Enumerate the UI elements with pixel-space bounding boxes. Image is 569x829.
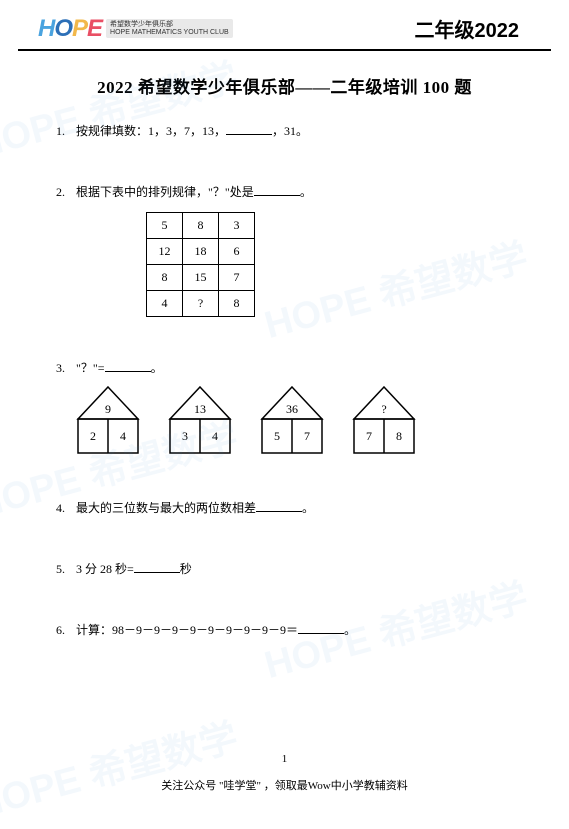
logo-letter: P xyxy=(72,15,87,42)
house-left: 7 xyxy=(366,429,372,443)
question-6: 6. 计算：98－9－9－9－9－9－9－9－9－9＝ 。 xyxy=(56,621,513,640)
question-text: 计算：98－9－9－9－9－9－9－9－9－9＝ xyxy=(76,623,298,637)
question-body: "？"= 。 9 2 4 xyxy=(76,359,513,456)
house-right: 4 xyxy=(212,429,218,443)
fill-blank[interactable] xyxy=(134,561,180,573)
house-1: 9 2 4 xyxy=(76,385,140,457)
question-text: 。 xyxy=(302,501,314,515)
question-text: 按规律填数：1，3，7，13， xyxy=(76,124,226,138)
question-text: "？"= xyxy=(76,361,105,375)
logo-text: HOPE xyxy=(38,15,102,43)
table-cell: 15 xyxy=(183,265,219,291)
table-cell: 4 xyxy=(147,291,183,317)
question-text: 。 xyxy=(344,623,356,637)
fill-blank[interactable] xyxy=(254,184,300,196)
house-right: 8 xyxy=(396,429,402,443)
page-title: 2022 希望数学少年俱乐部——二年级培训 100 题 xyxy=(0,73,569,98)
question-body: 计算：98－9－9－9－9－9－9－9－9－9＝ 。 xyxy=(76,621,513,640)
question-text: 3 分 28 秒= xyxy=(76,562,134,576)
question-5: 5. 3 分 28 秒= 秒 xyxy=(56,560,513,579)
logo-sub-en: HOPE MATHEMATICS YOUTH CLUB xyxy=(110,29,229,36)
table-cell: 5 xyxy=(147,213,183,239)
watermark: HOPE 希望数学 xyxy=(0,706,243,829)
table-cell: 12 xyxy=(147,239,183,265)
question-body: 按规律填数：1，3，7，13， ，31。 xyxy=(76,122,513,141)
footer-text: 关注公众号 "哇学堂" ，领取最Wow中小学教辅资料 xyxy=(0,777,569,793)
fill-blank[interactable] xyxy=(226,123,272,135)
content-area: 1. 按规律填数：1，3，7，13， ，31。 2. 根据下表中的排列规律，"？"… xyxy=(0,98,569,640)
question-text: ，31。 xyxy=(272,124,308,138)
question-number: 1. xyxy=(56,122,76,141)
house-right: 7 xyxy=(304,429,310,443)
question-4: 4. 最大的三位数与最大的两位数相差 。 xyxy=(56,499,513,518)
fill-blank[interactable] xyxy=(298,622,344,634)
table-cell: 7 xyxy=(219,265,255,291)
table-row: 8 15 7 xyxy=(147,265,255,291)
question-text: 。 xyxy=(151,361,163,375)
fill-blank[interactable] xyxy=(105,360,151,372)
table-row: 4 ? 8 xyxy=(147,291,255,317)
house-top: 9 xyxy=(105,402,111,416)
question-text: 最大的三位数与最大的两位数相差 xyxy=(76,501,256,515)
logo-letter: H xyxy=(38,15,54,42)
question-number: 4. xyxy=(56,499,76,518)
table-row: 5 8 3 xyxy=(147,213,255,239)
question-text: 根据下表中的排列规律，"？"处是 xyxy=(76,185,254,199)
question-number: 3. xyxy=(56,359,76,456)
pattern-table: 5 8 3 12 18 6 8 15 7 4 ? 8 xyxy=(146,212,255,317)
logo-letter: E xyxy=(87,15,102,42)
table-cell: 3 xyxy=(219,213,255,239)
question-3: 3. "？"= 。 9 2 4 xyxy=(56,359,513,456)
question-number: 2. xyxy=(56,183,76,317)
house-left: 3 xyxy=(182,429,188,443)
question-number: 6. xyxy=(56,621,76,640)
logo-letter: O xyxy=(54,15,72,42)
question-1: 1. 按规律填数：1，3，7，13， ，31。 xyxy=(56,122,513,141)
house-diagrams: 9 2 4 13 3 4 xyxy=(76,385,513,457)
question-body: 3 分 28 秒= 秒 xyxy=(76,560,513,579)
question-text: 秒 xyxy=(180,562,192,576)
fill-blank[interactable] xyxy=(256,500,302,512)
logo-sub-cn: 希望数学少年俱乐部 xyxy=(110,21,173,28)
house-top: ? xyxy=(381,402,386,416)
question-text: 。 xyxy=(300,185,312,199)
table-cell: 8 xyxy=(219,291,255,317)
page-header: HOPE 希望数学少年俱乐部 HOPE MATHEMATICS YOUTH CL… xyxy=(18,0,551,51)
logo-subtitle: 希望数学少年俱乐部 HOPE MATHEMATICS YOUTH CLUB xyxy=(106,19,233,38)
table-cell: ? xyxy=(183,291,219,317)
question-2: 2. 根据下表中的排列规律，"？"处是 。 5 8 3 12 18 6 8 15 … xyxy=(56,183,513,317)
question-body: 根据下表中的排列规律，"？"处是 。 5 8 3 12 18 6 8 15 7 xyxy=(76,183,513,317)
grade-label: 二年级2022 xyxy=(415,14,520,43)
table-cell: 6 xyxy=(219,239,255,265)
logo: HOPE 希望数学少年俱乐部 HOPE MATHEMATICS YOUTH CL… xyxy=(38,15,233,43)
house-3: 36 5 7 xyxy=(260,385,324,457)
house-left: 2 xyxy=(90,429,96,443)
house-right: 4 xyxy=(120,429,126,443)
house-4: ? 7 8 xyxy=(352,385,416,457)
question-body: 最大的三位数与最大的两位数相差 。 xyxy=(76,499,513,518)
house-2: 13 3 4 xyxy=(168,385,232,457)
table-cell: 8 xyxy=(183,213,219,239)
table-cell: 8 xyxy=(147,265,183,291)
question-number: 5. xyxy=(56,560,76,579)
page-number: 1 xyxy=(0,753,569,765)
house-top: 13 xyxy=(194,402,206,416)
house-left: 5 xyxy=(274,429,280,443)
house-top: 36 xyxy=(286,402,298,416)
table-cell: 18 xyxy=(183,239,219,265)
table-row: 12 18 6 xyxy=(147,239,255,265)
